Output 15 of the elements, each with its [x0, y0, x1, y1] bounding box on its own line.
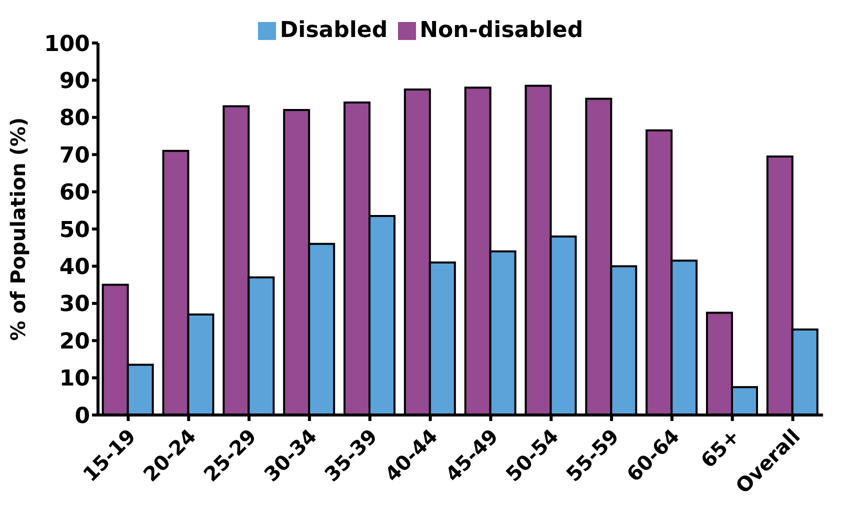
y-tick-label: 90: [59, 69, 90, 94]
x-tick-label: 65+: [696, 424, 744, 473]
y-tick-label: 40: [59, 255, 90, 280]
y-tick-label: 80: [59, 106, 90, 132]
legend-label: Non-disabled: [420, 18, 584, 43]
y-tick-label: 100: [44, 32, 90, 57]
y-axis-title: % of Population (%): [6, 117, 30, 341]
legend-label: Disabled: [280, 18, 388, 43]
y-tick-label: 10: [59, 366, 90, 392]
y-tick-label: 0: [74, 404, 90, 429]
y-tick-label: 70: [59, 143, 90, 168]
y-tick-label: 60: [59, 180, 90, 206]
y-tick-label: 30: [59, 292, 90, 318]
y-tick-label: 20: [59, 329, 90, 354]
y-tick-label: 50: [59, 218, 90, 243]
